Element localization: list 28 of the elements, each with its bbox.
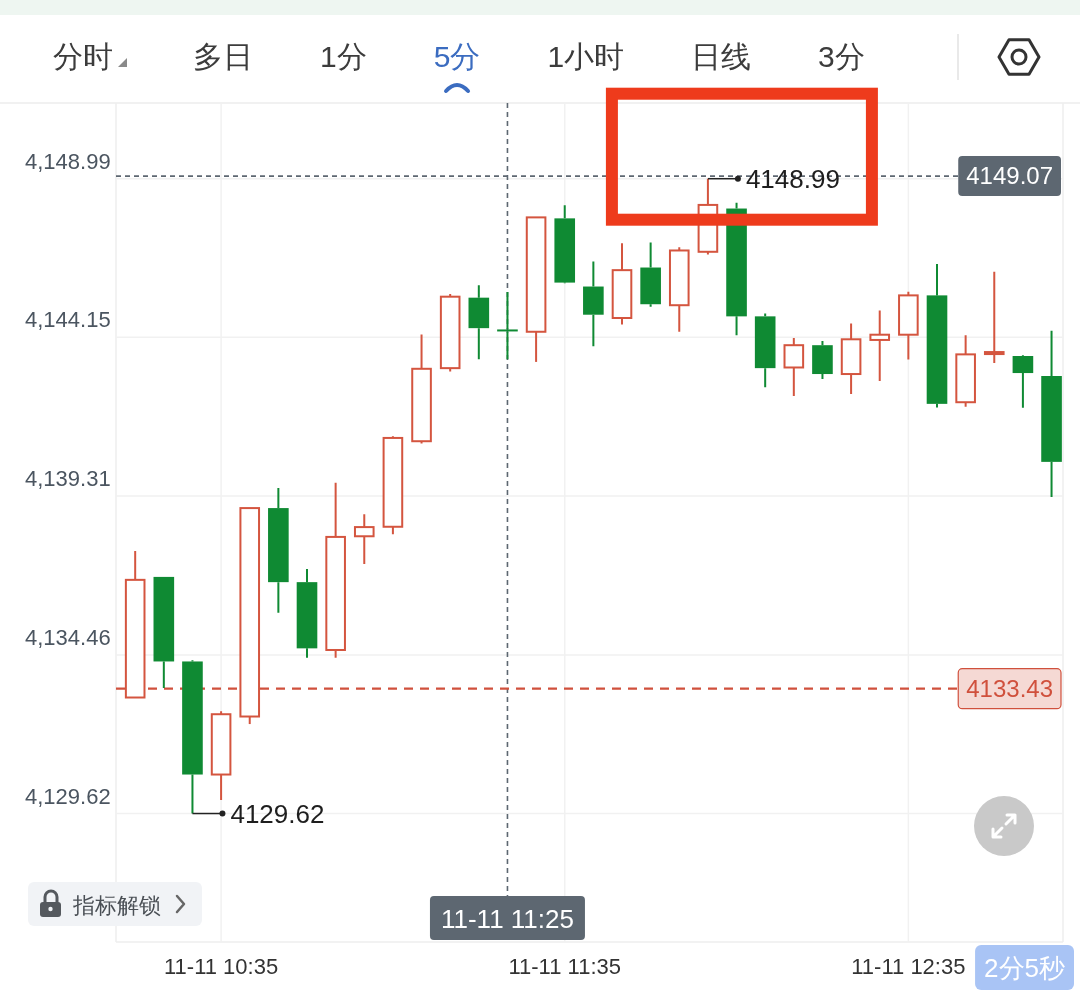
- annotation: 4148.99: [745, 163, 840, 194]
- ref-line-tag: 11-11 11:25: [429, 896, 585, 940]
- tab-label: 1分: [320, 40, 367, 73]
- annotation: 4129.62: [191, 798, 325, 829]
- ref-line-tag: 4149.07: [958, 156, 1061, 197]
- tab-label: 日线: [691, 40, 752, 73]
- tab-label: 5分: [433, 40, 481, 73]
- ref-line-tag: 4133.43: [957, 668, 1062, 710]
- tab-label: 多日: [193, 40, 253, 73]
- tab-label: 分时: [53, 40, 113, 73]
- ref-line-label: 4133.43: [966, 674, 1053, 702]
- annotation: 4129.62: [230, 798, 325, 829]
- x-tick-label: 11-11 11:35: [508, 954, 621, 979]
- tab-label: 1小时: [547, 40, 625, 73]
- y-tick-label: 4,148.99: [25, 148, 111, 174]
- countdown-badge: 2分5秒: [975, 945, 1074, 990]
- unlock-button: 指标解锁: [28, 882, 202, 926]
- annotation: 指标解锁: [72, 893, 161, 918]
- annotation: 4148.99: [707, 163, 840, 194]
- tab-label: 3分: [818, 40, 865, 73]
- x-tick-label: 11-11 10:35: [164, 954, 279, 979]
- x-tick-label: 11-11 12:35: [851, 954, 966, 979]
- ref-line-label: 4149.07: [966, 162, 1053, 190]
- ref-line-label: 11-11 11:25: [440, 904, 574, 934]
- y-tick-label: 4,129.62: [25, 783, 111, 809]
- y-tick-label: 4,144.15: [25, 307, 111, 333]
- y-tick-label: 4,134.46: [25, 624, 111, 650]
- y-tick-label: 4,139.31: [25, 465, 111, 491]
